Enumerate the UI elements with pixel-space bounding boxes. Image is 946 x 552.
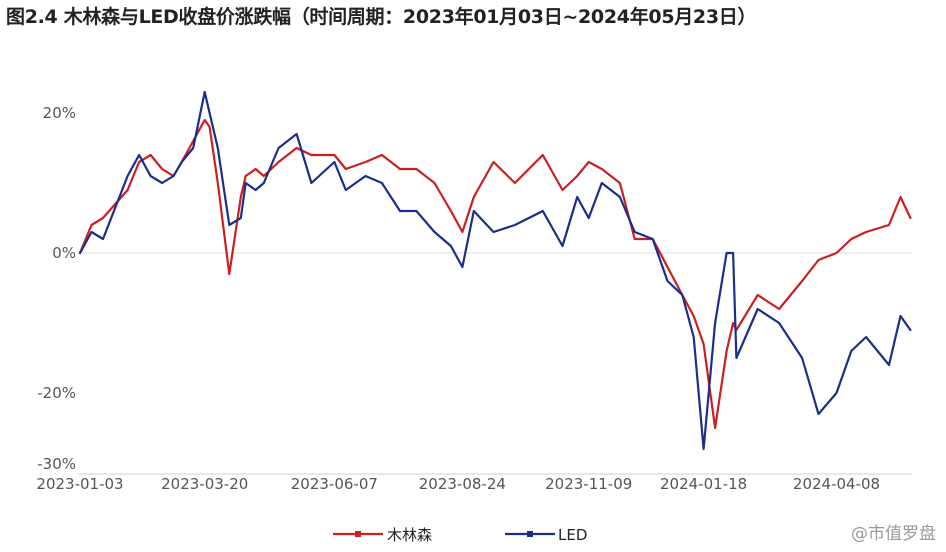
legend: 木林森 LED bbox=[333, 526, 587, 544]
legend-label: 木林森 bbox=[387, 526, 432, 544]
watermark: @市值罗盘 bbox=[851, 524, 936, 544]
y-tick-label: 0% bbox=[52, 244, 76, 262]
series-line-mulinsen bbox=[78, 118, 912, 430]
series-line-led bbox=[78, 90, 912, 451]
x-tick-label: 2023-11-09 bbox=[545, 475, 632, 493]
legend-label: LED bbox=[558, 526, 587, 544]
legend-swatch-marker bbox=[527, 531, 533, 537]
y-tick-label: 20% bbox=[43, 104, 76, 122]
x-tick-label: 2023-01-03 bbox=[36, 475, 123, 493]
x-tick-label: 2024-04-08 bbox=[793, 475, 880, 493]
x-tick-label: 2023-03-20 bbox=[161, 475, 248, 493]
x-tick-label: 2023-08-24 bbox=[419, 475, 506, 493]
x-tick-label: 2024-01-18 bbox=[660, 475, 747, 493]
legend-swatch-marker bbox=[355, 531, 361, 537]
chart-title: 图2.4 木林森与LED收盘价涨跌幅（时间周期：2023年01月03日~2024… bbox=[6, 6, 757, 28]
axis-layer: 20% 0% -20% -30% 2023-01-03 2023-03-20 2023-06… bbox=[36, 104, 912, 493]
series-layer bbox=[78, 90, 912, 451]
y-tick-label: -30% bbox=[37, 455, 76, 473]
x-tick-label: 2023-06-07 bbox=[291, 475, 378, 493]
y-tick-label: -20% bbox=[37, 384, 76, 402]
